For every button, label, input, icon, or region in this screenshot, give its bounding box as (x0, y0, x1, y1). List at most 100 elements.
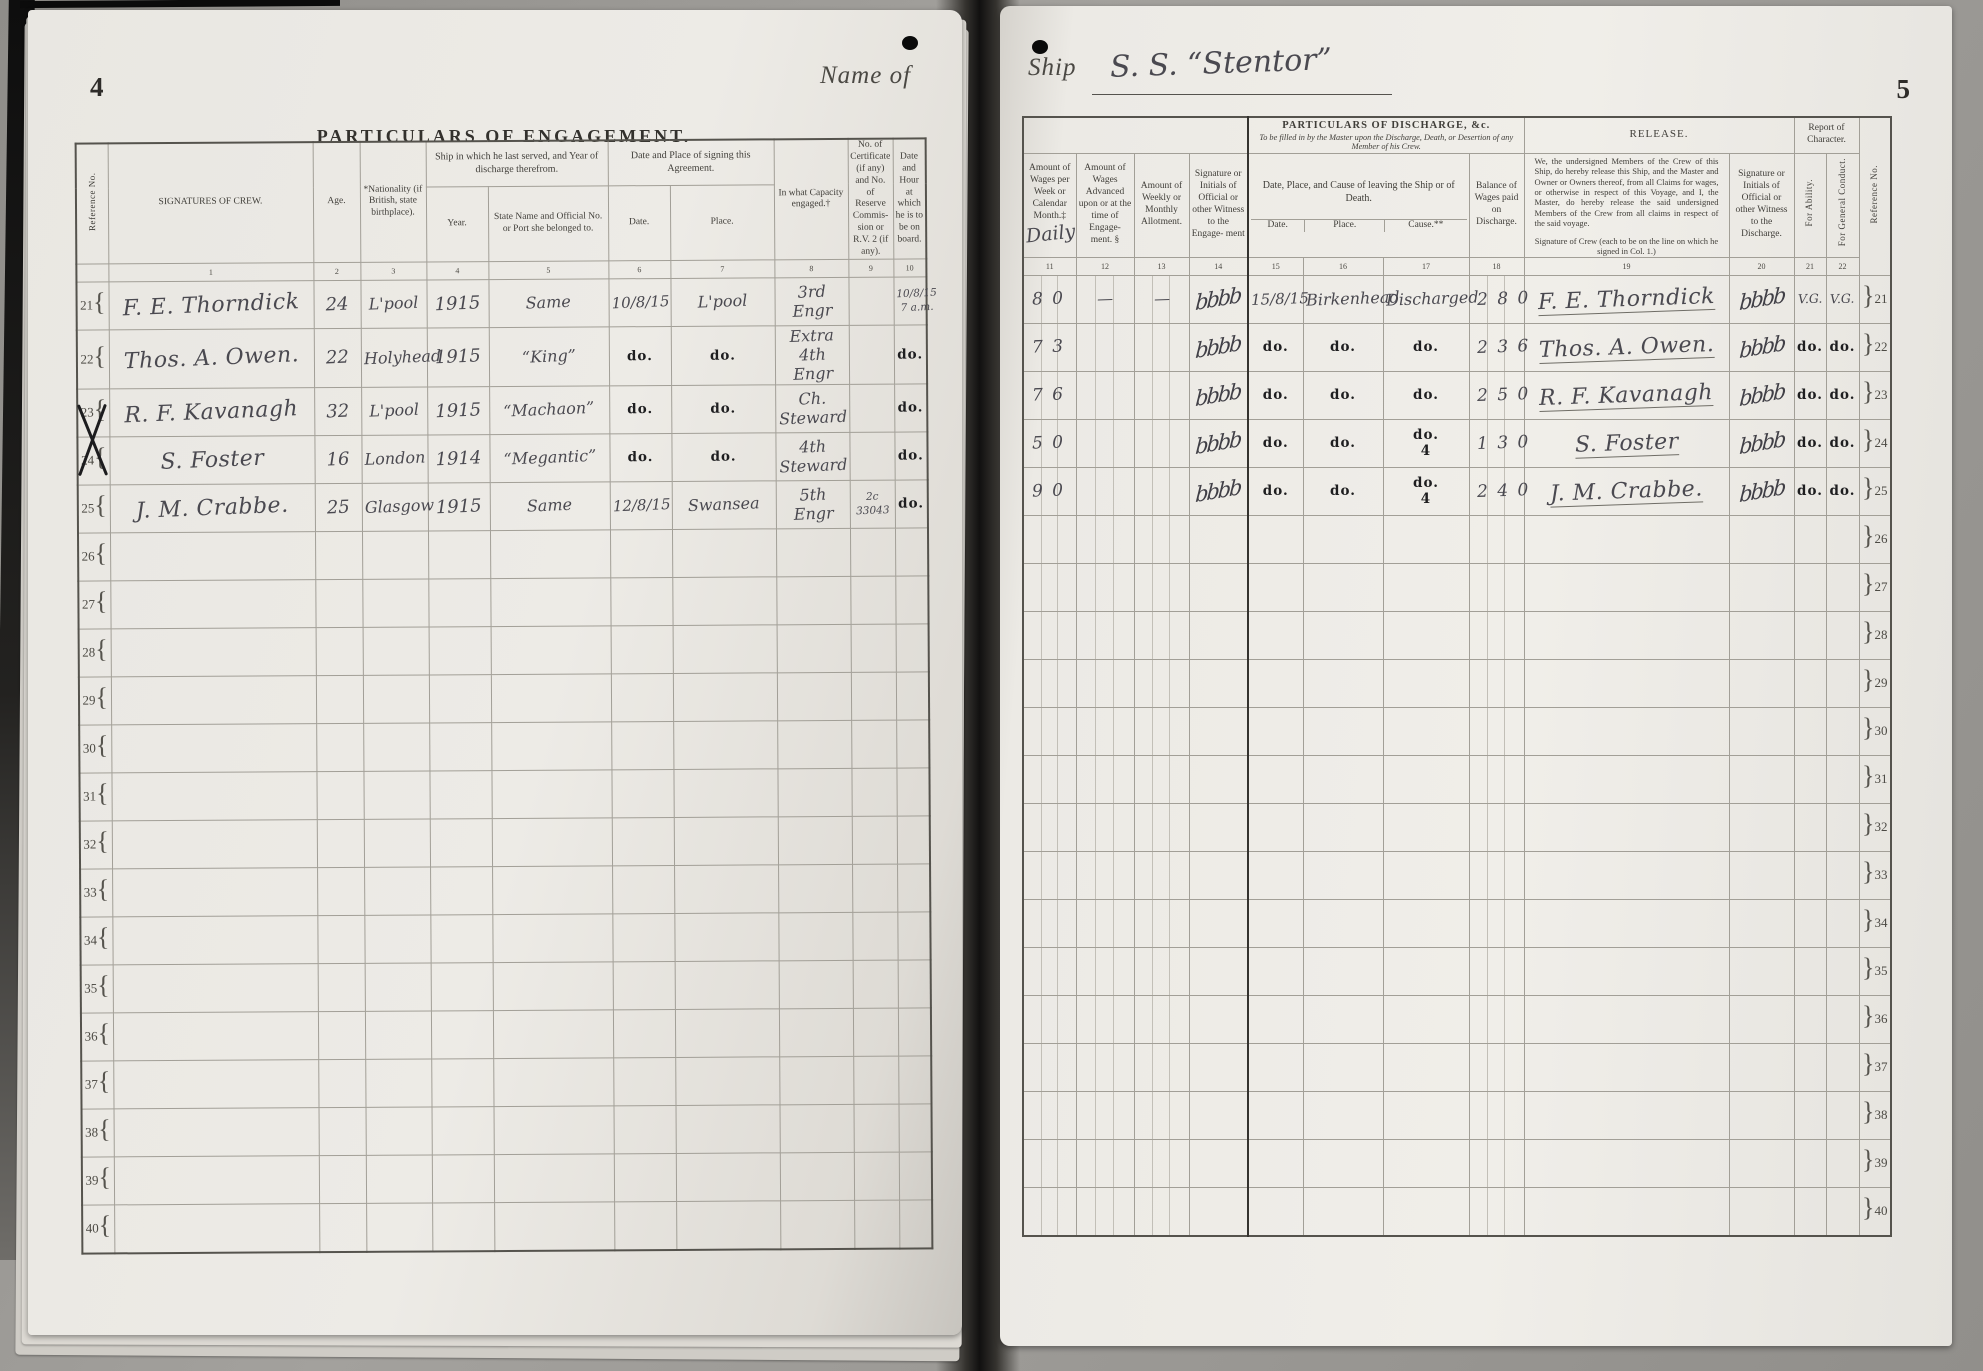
capacity-value (776, 624, 851, 673)
certificate-value (850, 575, 896, 625)
conduct-value (1825, 898, 1860, 948)
witness-engagement-initials: bbbb (1188, 274, 1249, 324)
capacity-value (778, 864, 853, 913)
capacity-value (778, 960, 853, 1009)
reference-number: 26{ (77, 532, 111, 581)
year-value (428, 578, 491, 627)
nationality-value (362, 578, 429, 628)
release-signature: F. E. Thorndick (1523, 274, 1730, 324)
witness-engagement-initials (1188, 706, 1249, 756)
board-datetime-value (895, 575, 929, 624)
witness-discharge-initials: bbbb (1728, 370, 1795, 420)
reference-number: 32{ (79, 820, 113, 869)
ability-value (1793, 754, 1827, 804)
signing-date-value (610, 625, 673, 674)
allotment-value (1133, 658, 1190, 708)
column-number-row: 11 12 13 14 15 16 17 18 19 20 21 22 (1022, 256, 1891, 276)
crew-engagement-row: 25{ J. M. Crabbe. 25 Glasgow 1915 Same 1… (77, 479, 928, 533)
allotment-value (1133, 1090, 1190, 1140)
certificate-value (849, 431, 895, 481)
capacity-value: 5th Engr (775, 480, 850, 529)
crew-discharge-row: }28 (1022, 610, 1892, 660)
crew-signature (113, 1059, 319, 1109)
year-value (431, 1058, 494, 1107)
certificate-value (851, 767, 897, 817)
conduct-value (1825, 610, 1860, 660)
crew-signature (112, 867, 318, 917)
allotment-value (1133, 466, 1190, 516)
release-signature (1523, 946, 1730, 996)
signing-date-value (610, 673, 674, 722)
release-signature (1523, 706, 1730, 756)
leaving-cause-value: do. (1382, 322, 1470, 372)
board-datetime-value (898, 1103, 932, 1152)
signing-place-value (673, 816, 779, 866)
witness-discharge-initials (1728, 706, 1795, 756)
leaving-cause-value (1382, 802, 1470, 852)
leaving-place-value: do. (1302, 466, 1384, 516)
leaving-date-value (1247, 1090, 1304, 1140)
certificate-value (852, 911, 898, 961)
year-value (429, 818, 493, 867)
ability-value (1793, 994, 1827, 1044)
leaving-date-value: do. (1247, 370, 1304, 420)
witness-engagement-initials (1188, 1186, 1249, 1236)
release-signature: S. Foster (1523, 418, 1730, 468)
col-head-nationality: *Nationality (if British, state birthpla… (359, 141, 427, 263)
age-value: 25 (314, 483, 362, 532)
leaving-cause-value (1382, 898, 1470, 948)
witness-engagement-initials (1188, 514, 1249, 564)
last-ship-value (491, 769, 612, 819)
page-number: 5 (1896, 74, 1911, 104)
witness-engagement-initials (1188, 1042, 1249, 1092)
balance-value: 240 (1468, 466, 1537, 516)
release-signature (1523, 754, 1730, 804)
certificate-value (853, 1103, 899, 1153)
witness-engagement-initials: bbbb (1188, 418, 1249, 468)
crew-engagement-row: 33{ (80, 863, 931, 917)
wages-value (1022, 802, 1077, 852)
wages-value (1022, 850, 1077, 900)
balance-value (1468, 754, 1525, 804)
advance-value (1075, 802, 1135, 852)
year-value: 1915 (426, 327, 490, 387)
advance-value (1075, 562, 1135, 612)
leaving-date-value: 15/8/15 (1247, 274, 1309, 324)
signing-place-value (675, 1152, 781, 1202)
reference-number: }39 (1858, 1138, 1892, 1188)
crew-signature (111, 771, 317, 821)
leaving-place-value (1302, 802, 1384, 852)
last-ship-value (490, 625, 611, 675)
reference-number: }36 (1858, 994, 1892, 1044)
last-ship-value: Same (488, 278, 609, 328)
capacity-value (777, 768, 852, 817)
signing-place-value (673, 720, 778, 770)
signing-date-value (612, 1009, 676, 1058)
ability-value (1793, 706, 1827, 756)
leaving-date-value (1247, 994, 1304, 1044)
year-value (430, 914, 493, 963)
wages-value (1022, 1138, 1077, 1188)
advance-value (1075, 514, 1135, 564)
allotment-value (1133, 418, 1190, 468)
release-signature (1523, 898, 1730, 948)
board-datetime-value (896, 767, 930, 816)
year-value (427, 530, 491, 579)
col-head-allotment: Amount of Weekly or Monthly Allotment. (1133, 152, 1190, 258)
crew-engagement-row: 28{ (78, 623, 929, 677)
ship-label: Ship (1028, 54, 1077, 81)
release-signature (1523, 1138, 1730, 1188)
reference-number: }32 (1858, 802, 1892, 852)
leaving-place-value (1302, 562, 1384, 612)
release-signature (1523, 658, 1730, 708)
age-value: 16 (314, 435, 362, 484)
last-ship-value (492, 913, 613, 963)
reference-number: }35 (1858, 946, 1892, 996)
balance-value (1468, 1090, 1525, 1140)
year-value (430, 866, 493, 915)
signing-place-value: do. (670, 325, 776, 386)
leaving-date-value (1247, 850, 1304, 900)
signing-date-value (613, 1057, 676, 1106)
crew-engagement-row: 27{ (78, 575, 929, 629)
